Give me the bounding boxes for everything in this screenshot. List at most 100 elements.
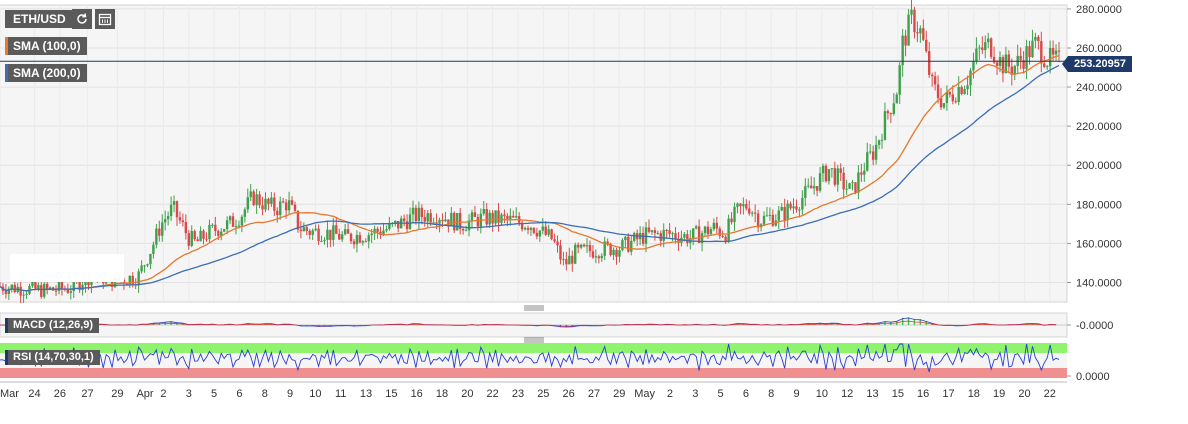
rsi-tick-label: 0.0000 <box>1076 371 1110 383</box>
candle-body <box>930 74 934 77</box>
candle-body <box>574 244 577 264</box>
candle-body <box>500 214 503 223</box>
candle-body <box>128 275 131 285</box>
candle-body <box>925 39 928 52</box>
candle-body <box>222 229 226 232</box>
candle-body <box>166 215 170 220</box>
candle-body <box>332 225 335 240</box>
macd-label[interactable]: MACD (12,26,9) <box>5 318 100 333</box>
candle-body <box>981 47 984 51</box>
candle-body <box>432 222 435 224</box>
refresh-icon <box>77 13 87 24</box>
candle-body <box>556 241 559 246</box>
candle-body <box>22 294 25 296</box>
calendar-button[interactable] <box>95 9 115 29</box>
candle-body <box>709 229 713 235</box>
sma100-label[interactable]: SMA (100,0) <box>5 37 87 55</box>
x-tick-label: 10 <box>309 388 321 400</box>
x-tick-label: 3 <box>692 388 698 400</box>
candle-body <box>329 229 332 240</box>
candle-body <box>895 94 898 104</box>
candle-body <box>650 230 654 232</box>
candle-body <box>727 218 730 242</box>
x-tick-label: 13 <box>866 388 878 400</box>
candle-body <box>606 241 609 244</box>
x-tick-label: 19 <box>993 388 1005 400</box>
candle-body <box>677 238 680 243</box>
macd-tick-label: -0.0000 <box>1076 320 1113 332</box>
candle-body <box>812 186 816 189</box>
candle-body <box>202 230 205 239</box>
x-tick-label: 23 <box>512 388 524 400</box>
candle-body <box>31 281 34 287</box>
candle-body <box>270 197 273 204</box>
x-tick-label: 8 <box>768 388 774 400</box>
candle-body <box>1037 36 1040 42</box>
candle-body <box>441 219 444 222</box>
rsi-label[interactable]: RSI (14,70,30,1) <box>5 350 100 365</box>
candle-body <box>40 285 43 297</box>
candle-body <box>978 47 981 49</box>
candle-body <box>158 228 161 236</box>
candle-body <box>992 56 996 63</box>
candle-body <box>582 244 586 247</box>
candle-body <box>335 225 338 234</box>
symbol-label[interactable]: ETH/USD <box>5 10 72 28</box>
candle-body <box>7 288 11 294</box>
x-tick-label: 22 <box>487 388 499 400</box>
candle-body <box>904 35 907 46</box>
candle-body <box>621 240 624 251</box>
x-tick-label: 20 <box>1018 388 1030 400</box>
candle-body <box>523 227 527 230</box>
x-tick-label: 15 <box>892 388 904 400</box>
candle-body <box>836 168 839 185</box>
candle-body <box>1043 63 1046 67</box>
candle-body <box>706 226 710 235</box>
candle-body <box>397 220 400 229</box>
candle-body <box>535 232 539 237</box>
candle-body <box>78 279 81 291</box>
candle-body <box>886 111 890 114</box>
y-tick-label: 220.0000 <box>1076 121 1122 133</box>
candle-body <box>264 198 267 210</box>
candle-body <box>343 229 347 235</box>
y-tick-label: 180.0000 <box>1076 199 1122 211</box>
candle-body <box>1031 40 1034 58</box>
candle-body <box>724 236 727 242</box>
candle-body <box>892 103 896 115</box>
candle-body <box>69 291 72 293</box>
candle-body <box>686 234 689 244</box>
candle-body <box>25 293 28 295</box>
candle-body <box>296 210 300 230</box>
sma200-label[interactable]: SMA (200,0) <box>5 64 87 82</box>
candle-body <box>777 210 780 221</box>
candle-body <box>733 206 736 223</box>
x-tick-label: 5 <box>211 388 217 400</box>
candle-body <box>874 144 878 160</box>
candle-body <box>644 227 648 244</box>
candle-body <box>461 228 465 231</box>
candle-body <box>438 219 441 224</box>
sma200-color-bar <box>5 64 8 82</box>
candle-body <box>780 207 783 211</box>
candle-body <box>807 185 810 187</box>
candle-body <box>405 221 409 229</box>
candle-body <box>833 168 837 185</box>
candle-body <box>857 172 860 193</box>
candle-body <box>712 222 716 230</box>
x-tick-label: 5 <box>718 388 724 400</box>
candle-body <box>249 191 252 198</box>
candle-body <box>730 218 733 223</box>
candle-body <box>364 241 367 243</box>
candle-body <box>647 227 651 232</box>
candle-body <box>211 224 214 226</box>
candle-body <box>798 209 801 211</box>
candle-body <box>308 230 311 235</box>
candle-body <box>721 235 724 237</box>
candle-body <box>408 214 412 229</box>
candle-body <box>818 173 822 191</box>
candle-body <box>810 185 813 189</box>
refresh-button[interactable] <box>72 9 92 29</box>
candle-body <box>435 222 438 224</box>
